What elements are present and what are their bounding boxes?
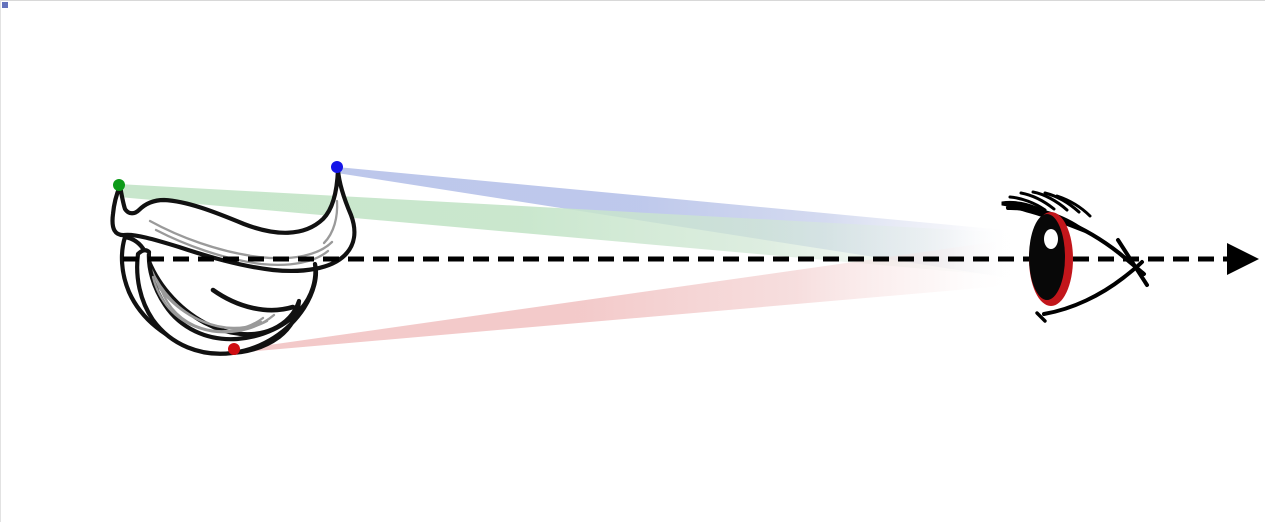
red-point bbox=[228, 343, 240, 355]
eye-inner-corner bbox=[1035, 311, 1047, 323]
banana-dark-accent bbox=[210, 287, 296, 313]
red-ray-cone bbox=[234, 239, 1015, 353]
corner-marker-icon bbox=[2, 2, 8, 8]
eye-pupil bbox=[1029, 214, 1065, 300]
banana-upper-outline bbox=[110, 167, 357, 274]
green-point bbox=[113, 179, 125, 191]
eye-outer-corner bbox=[1116, 238, 1149, 287]
eye-highlight bbox=[1044, 229, 1058, 249]
banana-bunch bbox=[110, 167, 357, 356]
blue-point bbox=[331, 161, 343, 173]
eyelashes-icon bbox=[1001, 190, 1092, 235]
eye-upper-lid bbox=[1006, 205, 1146, 276]
banana-lower-ridges bbox=[151, 275, 276, 334]
source-point-markers bbox=[113, 161, 343, 355]
eye bbox=[1001, 190, 1149, 323]
